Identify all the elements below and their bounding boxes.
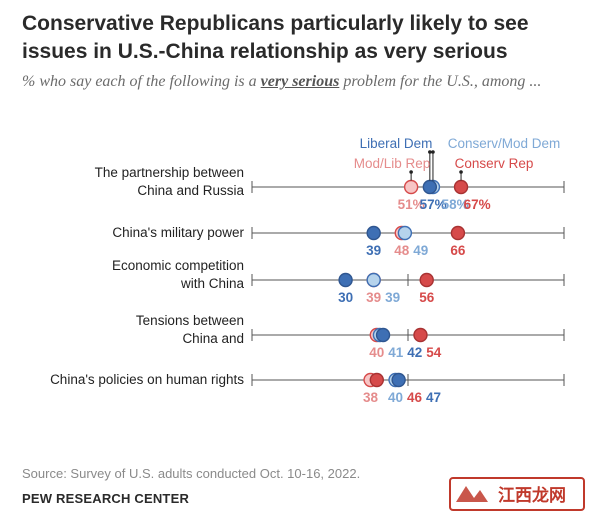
- value-label: 56: [419, 290, 435, 305]
- value-label: 46: [407, 390, 423, 405]
- category-label: with China: [180, 276, 245, 291]
- value-label: 42: [407, 345, 422, 360]
- dot-conserv-rep: [453, 179, 469, 195]
- category-label: China's policies on human rights: [50, 372, 244, 387]
- value-label: 47: [426, 390, 441, 405]
- value-label: 58%: [442, 197, 469, 212]
- legend-label: Conserv Rep: [455, 156, 534, 171]
- svg-text:江西龙网: 江西龙网: [498, 485, 566, 506]
- subtitle-emphasis: very serious: [260, 73, 340, 90]
- legend-leader-dot: [428, 150, 432, 154]
- dot-liberal-dem: [422, 179, 438, 195]
- category-label: Tensions between: [136, 313, 244, 328]
- dot-liberal-dem: [375, 327, 391, 343]
- value-label: 40: [388, 390, 403, 405]
- category-label: Economic competition: [112, 258, 244, 273]
- dot-liberal-dem: [338, 272, 353, 288]
- legend-leader-dot: [459, 170, 463, 174]
- value-label: 66: [450, 243, 466, 258]
- value-label: 57%: [420, 197, 447, 212]
- dot-conserv-rep: [450, 225, 466, 241]
- value-label: 38: [363, 390, 379, 405]
- value-label: 51%: [398, 197, 425, 212]
- chart-subtitle: % who say each of the following is a ver…: [22, 71, 582, 93]
- chart-title: Conservative Republicans particularly li…: [22, 12, 529, 63]
- dot-conserv-rep: [413, 327, 428, 343]
- brand-name: PEW RESEARCH CENTER: [22, 491, 190, 506]
- value-label: 40: [369, 345, 384, 360]
- category-label: The partnership between: [95, 165, 244, 180]
- dot-liberal-dem: [391, 372, 406, 388]
- legend-leader-dot: [431, 150, 435, 154]
- category-label: China and Russia: [137, 183, 244, 198]
- dot-plot: The partnership between China and Russia 5…: [50, 136, 565, 405]
- category-label: China's military power: [112, 225, 244, 240]
- legend-label: Conserv/Mod Dem: [448, 136, 561, 151]
- dot-conserv-mod-dem: [397, 225, 413, 241]
- value-label: 30: [338, 290, 353, 305]
- source-note: Source: Survey of U.S. adults conducted …: [22, 466, 361, 481]
- value-label: 39: [366, 243, 381, 258]
- category-label: China and: [182, 331, 244, 346]
- legend-label: Mod/Lib Rep: [354, 156, 431, 171]
- dot-liberal-dem: [366, 225, 381, 241]
- dot-mod-lib-rep: [403, 179, 419, 195]
- dot-conserv-rep: [419, 272, 434, 288]
- value-label: 41: [388, 345, 404, 360]
- value-label: 39: [385, 290, 400, 305]
- watermark-logo: 江西龙网: [449, 477, 585, 511]
- value-label: 39: [366, 290, 381, 305]
- value-label: 67%: [464, 197, 491, 212]
- subtitle-pre: % who say each of the following is a: [22, 73, 261, 90]
- subtitle-post: problem for the U.S., among ...: [339, 73, 542, 90]
- legend-leader-dot: [409, 170, 413, 174]
- dot-conserv-rep: [369, 372, 384, 388]
- dot-conserv-mod-dem: [366, 272, 381, 288]
- value-label: 49: [413, 243, 428, 258]
- legend-label: Liberal Dem: [360, 136, 433, 151]
- value-label: 54: [426, 345, 442, 360]
- value-label: 48: [394, 243, 410, 258]
